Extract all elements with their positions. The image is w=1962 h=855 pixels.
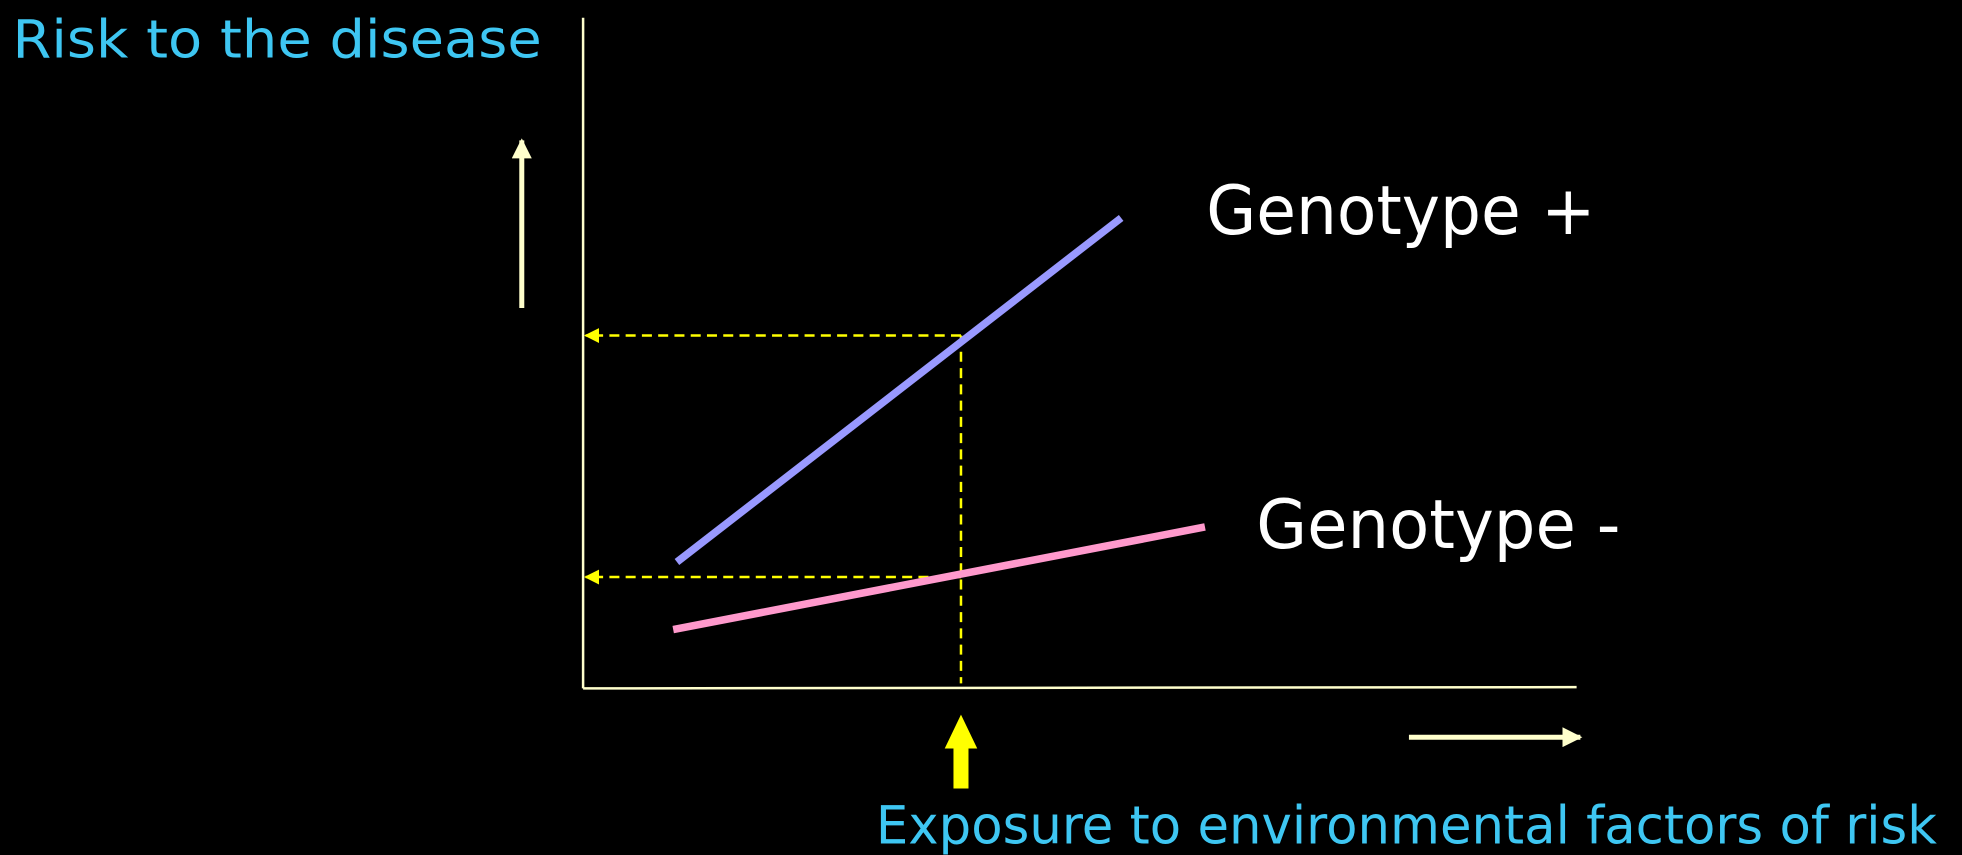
line-label: Genotype -: [1256, 485, 1620, 564]
line-label: Genotype +: [1206, 171, 1595, 250]
exposure-arrow: [944, 714, 978, 789]
x-axis-label: Exposure to environmental factors of ris…: [876, 796, 1938, 855]
y-axis-label: Risk to the disease: [13, 10, 542, 71]
genotype-plus-line: [674, 214, 1124, 565]
genotype-minus-line: [672, 523, 1206, 634]
x-axis: [583, 685, 1577, 690]
